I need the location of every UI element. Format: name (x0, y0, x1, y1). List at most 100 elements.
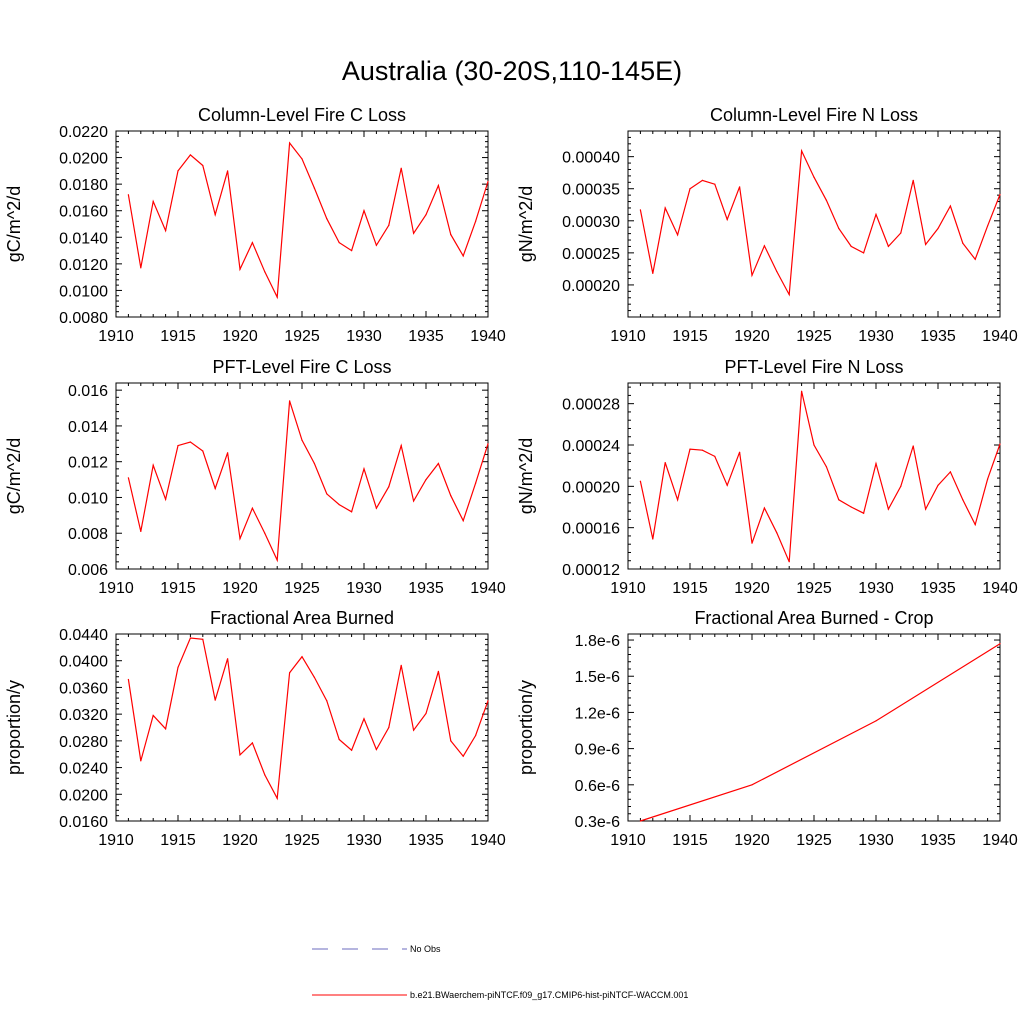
plot-frame (115, 633, 489, 822)
x-tick-label: 1915 (160, 832, 196, 849)
data-point (152, 464, 154, 466)
panel-title: Column-Level Fire N Loss (710, 105, 918, 125)
data-point (227, 452, 229, 454)
data-point (152, 714, 154, 717)
data-point (400, 167, 402, 169)
x-tick-label: 1935 (920, 832, 956, 849)
data-point (801, 390, 803, 392)
data-point (912, 445, 914, 447)
data-point (189, 441, 191, 443)
data-point (987, 225, 989, 227)
y-tick-label: 0.006 (68, 562, 108, 579)
data-point (214, 699, 216, 701)
data-point (425, 712, 427, 715)
data-point (326, 218, 328, 220)
legend-obs-label: No Obs (410, 944, 441, 954)
data-point (189, 637, 191, 639)
data-point (375, 244, 377, 246)
data-point (912, 179, 914, 181)
data-point (838, 499, 840, 501)
x-tick-label: 1940 (470, 832, 506, 849)
y-tick-label: 0.00028 (562, 397, 620, 414)
data-point (214, 214, 216, 216)
x-tick-label: 1940 (982, 580, 1018, 597)
data-point (264, 271, 266, 273)
data-point (450, 234, 452, 236)
data-point (475, 220, 477, 222)
data-point (462, 255, 464, 257)
data-point (140, 760, 142, 762)
data-point (652, 538, 654, 540)
data-point (289, 672, 291, 674)
data-point (276, 559, 278, 561)
data-point (313, 462, 315, 465)
x-tick-label: 1935 (920, 328, 956, 345)
data-point (825, 199, 828, 201)
data-point (351, 249, 353, 252)
data-point (375, 507, 377, 509)
y-tick-label: 0.014 (68, 419, 108, 436)
y-tick-label: 0.9e-6 (575, 742, 620, 759)
y-tick-label: 0.0280 (59, 734, 108, 751)
data-point (677, 234, 679, 236)
y-tick-label: 0.00020 (562, 479, 620, 496)
y-axis-label: gC/m^2/d (4, 186, 24, 262)
data-point (850, 506, 852, 508)
series-line (640, 643, 1001, 822)
data-point (788, 561, 790, 563)
data-point (900, 485, 902, 487)
y-tick-label: 0.00012 (562, 562, 620, 579)
data-point (289, 142, 291, 144)
data-point (751, 542, 753, 544)
data-point (363, 210, 365, 212)
data-point (999, 643, 1001, 645)
data-point (677, 499, 679, 501)
x-tick-label: 1915 (672, 832, 708, 849)
y-axis-label: gN/m^2/d (516, 438, 536, 514)
data-point (714, 455, 716, 457)
x-tick-label: 1910 (98, 832, 134, 849)
data-point (850, 245, 852, 248)
data-point (949, 471, 952, 473)
y-tick-label: 0.0200 (59, 787, 108, 804)
y-axis-label: gN/m^2/d (516, 186, 536, 262)
y-tick-label: 0.00020 (562, 278, 620, 295)
x-tick-label: 1930 (858, 832, 894, 849)
data-point (887, 245, 890, 248)
data-point (763, 245, 766, 247)
data-point (937, 227, 939, 230)
x-tick-label: 1925 (796, 580, 832, 597)
data-point (788, 293, 790, 296)
data-point (726, 218, 728, 221)
y-tick-label: 1.5e-6 (575, 669, 620, 686)
x-tick-label: 1935 (408, 580, 444, 597)
data-point (140, 530, 142, 533)
data-point (413, 500, 415, 502)
y-tick-label: 0.0320 (59, 707, 108, 724)
data-point (739, 451, 741, 453)
data-point (999, 443, 1001, 445)
x-tick-label: 1925 (284, 580, 320, 597)
y-tick-label: 0.0080 (59, 310, 108, 327)
data-point (701, 449, 704, 451)
x-tick-label: 1920 (734, 580, 770, 597)
data-point (900, 232, 902, 234)
y-axis-label: proportion/y (516, 680, 536, 775)
data-point (363, 718, 365, 720)
x-tick-label: 1915 (160, 328, 196, 345)
series-line (639, 148, 1001, 297)
data-point (400, 664, 402, 666)
data-point (140, 267, 142, 269)
data-point (251, 242, 253, 244)
data-point (313, 187, 315, 189)
x-tick-label: 1920 (734, 832, 770, 849)
data-point (313, 676, 315, 679)
data-point (239, 537, 241, 540)
data-point (925, 243, 927, 246)
x-tick-label: 1910 (98, 328, 134, 345)
x-tick-label: 1920 (222, 832, 258, 849)
data-point (801, 150, 803, 152)
x-tick-label: 1940 (470, 328, 506, 345)
data-point (887, 508, 890, 510)
